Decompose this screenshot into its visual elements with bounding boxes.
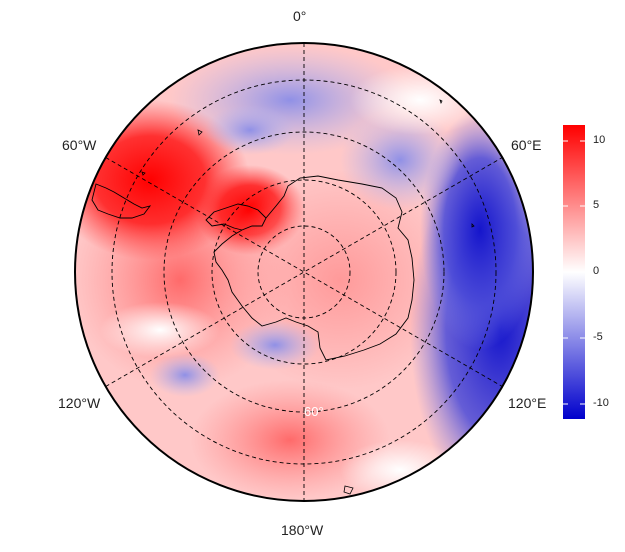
coastline-antarctica xyxy=(213,175,415,361)
graticule-meridians xyxy=(105,43,503,501)
lon-label-120w: 120°W xyxy=(58,395,101,411)
lon-label-0: 0° xyxy=(293,8,307,24)
map-boundary xyxy=(74,42,534,502)
colorbar-label-minus5: -5 xyxy=(593,331,603,343)
colorbar-label-5: 5 xyxy=(593,199,600,211)
coastline-islands xyxy=(141,99,475,495)
colorbar-label-minus10: -10 xyxy=(593,397,609,409)
lon-label-120e: 120°E xyxy=(508,395,547,411)
coastline-south-america xyxy=(91,183,152,219)
lon-label-60w: 60°W xyxy=(62,137,97,153)
lon-label-60e: 60°E xyxy=(511,137,542,153)
colorbar-label-0: 0 xyxy=(593,265,600,277)
lon-label-180w: 180°W xyxy=(281,522,324,538)
colorbar-ticks xyxy=(563,140,585,405)
colorbar xyxy=(563,125,585,419)
coastline-peninsula xyxy=(205,203,267,231)
colorbar-label-10: 10 xyxy=(593,134,606,146)
anomaly-field xyxy=(75,43,533,501)
lat-label-60: 60° xyxy=(304,404,324,419)
